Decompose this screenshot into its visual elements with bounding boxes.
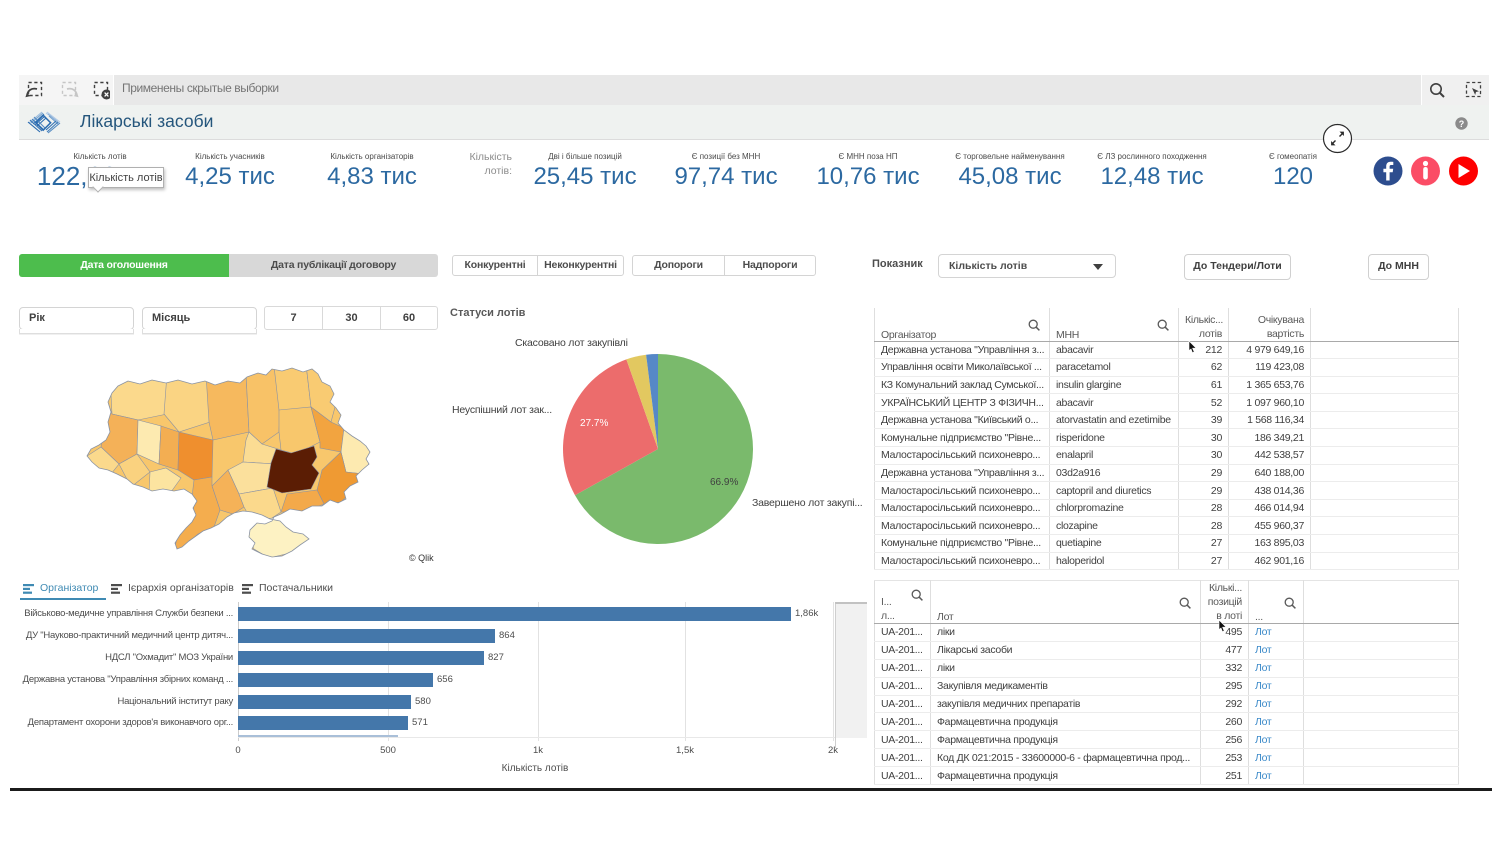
- svg-text:?: ?: [1459, 119, 1465, 129]
